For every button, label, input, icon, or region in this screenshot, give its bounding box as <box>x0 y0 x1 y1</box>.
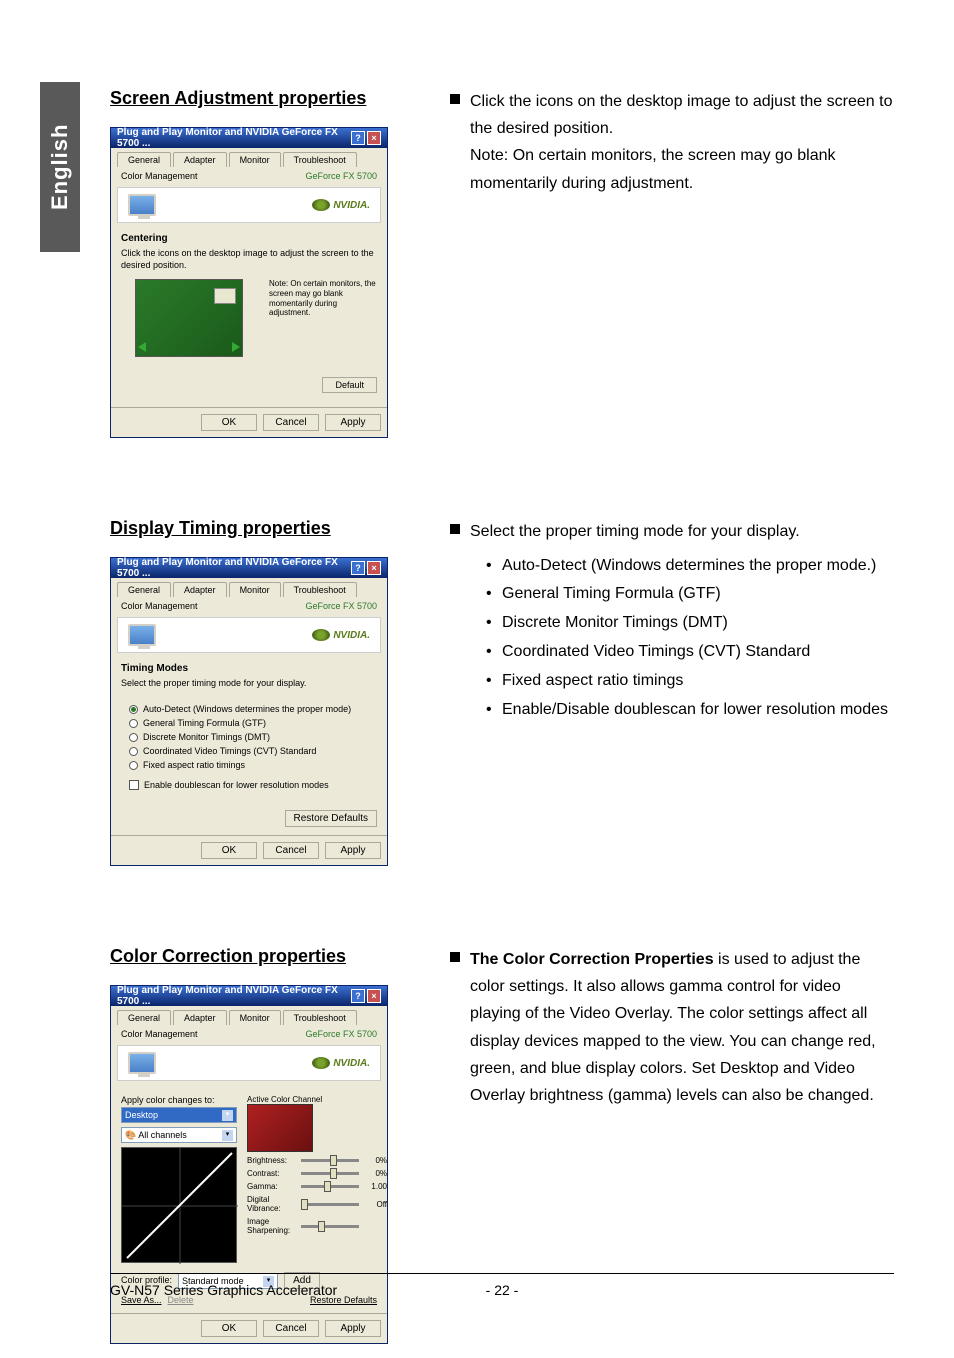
bullet-item: General Timing Formula (GTF) <box>486 580 888 609</box>
monitor-icon <box>128 1052 156 1074</box>
apply-button[interactable]: Apply <box>325 414 381 431</box>
nvidia-logo: NVIDIA. <box>312 199 370 211</box>
screen-adjust-description: Click the icons on the desktop image to … <box>470 88 894 197</box>
nvidia-logo: NVIDIA. <box>312 1057 370 1069</box>
bullet-item: Fixed aspect ratio timings <box>486 667 888 696</box>
footer-product: GV-N57 Series Graphics Accelerator <box>110 1282 472 1298</box>
bullet-item: Auto-Detect (Windows determines the prop… <box>486 552 888 581</box>
radio-gtf[interactable]: General Timing Formula (GTF) <box>129 716 369 730</box>
tab-troubleshoot[interactable]: Troubleshoot <box>283 152 357 167</box>
color-correction-title: Color Correction properties <box>110 946 420 967</box>
desktop-preview[interactable] <box>135 279 243 357</box>
digital-vibrance-slider[interactable]: Digital Vibrance: Off <box>247 1195 387 1213</box>
apply-changes-dropdown[interactable]: Desktop▾ <box>121 1107 237 1123</box>
language-tab: English <box>40 82 80 252</box>
sub-color-mgmt: Color Management <box>121 1029 198 1039</box>
close-icon[interactable]: × <box>367 131 381 145</box>
display-timing-dialog: Plug and Play Monitor and NVIDIA GeForce… <box>110 557 388 866</box>
color-correction-description: The Color Correction Properties is used … <box>470 946 894 1109</box>
channel-dropdown[interactable]: 🎨 All channels▾ <box>121 1127 237 1143</box>
tab-general[interactable]: General <box>117 152 171 167</box>
timing-lead: Select the proper timing mode for your d… <box>470 518 888 545</box>
tab-troubleshoot[interactable]: Troubleshoot <box>283 582 357 597</box>
sub-color-mgmt: Color Management <box>121 171 198 181</box>
section-display-timing: Display Timing properties Plug and Play … <box>110 518 894 866</box>
section-screen-adjustment: Screen Adjustment properties Plug and Pl… <box>110 88 894 438</box>
checkbox-doublescan[interactable]: Enable doublescan for lower resolution m… <box>129 778 369 792</box>
gamma-curve <box>121 1147 237 1263</box>
vbar-right <box>251 279 257 357</box>
bullet-marker <box>450 94 460 104</box>
brightness-slider[interactable]: Brightness: 0% <box>247 1156 387 1165</box>
sub-geforce: GeForce FX 5700 <box>305 601 377 611</box>
close-icon[interactable]: × <box>367 989 381 1003</box>
gamma-slider[interactable]: Gamma: 1.00 <box>247 1182 387 1191</box>
timing-modes-label: Timing Modes <box>121 663 377 674</box>
tab-general[interactable]: General <box>117 582 171 597</box>
tab-adapter[interactable]: Adapter <box>173 152 227 167</box>
nvidia-logo: NVIDIA. <box>312 629 370 641</box>
apply-button[interactable]: Apply <box>325 842 381 859</box>
help-icon[interactable]: ? <box>351 131 365 145</box>
apply-changes-label: Apply color changes to: <box>121 1095 237 1105</box>
timing-radio-list: Auto-Detect (Windows determines the prop… <box>121 698 377 796</box>
timing-desc: Select the proper timing mode for your d… <box>121 678 377 690</box>
chevron-down-icon: ▾ <box>222 1110 233 1121</box>
color-lead-strong: The Color Correction Properties <box>470 951 714 968</box>
cancel-button[interactable]: Cancel <box>263 842 319 859</box>
channel-title: Active Color Channel <box>247 1095 387 1104</box>
dialog-titlebar-text: Plug and Play Monitor and NVIDIA GeForce… <box>117 127 351 149</box>
tab-troubleshoot[interactable]: Troubleshoot <box>283 1010 357 1025</box>
footer-page-number: - 22 - <box>472 1282 532 1298</box>
timing-bullets: Auto-Detect (Windows determines the prop… <box>486 552 888 725</box>
channel-preview <box>247 1104 313 1152</box>
ok-button[interactable]: OK <box>201 842 257 859</box>
tab-monitor[interactable]: Monitor <box>229 152 281 167</box>
bullet-item: Coordinated Video Timings (CVT) Standard <box>486 638 888 667</box>
monitor-icon <box>128 194 156 216</box>
tab-monitor[interactable]: Monitor <box>229 1010 281 1025</box>
chevron-down-icon: ▾ <box>222 1130 233 1141</box>
dialog-titlebar-text: Plug and Play Monitor and NVIDIA GeForce… <box>117 985 351 1007</box>
display-timing-title: Display Timing properties <box>110 518 420 539</box>
dialog-titlebar-text: Plug and Play Monitor and NVIDIA GeForce… <box>117 557 351 579</box>
vbar-left <box>121 279 127 357</box>
radio-dmt[interactable]: Discrete Monitor Timings (DMT) <box>129 730 369 744</box>
cancel-button[interactable]: Cancel <box>263 414 319 431</box>
tab-general[interactable]: General <box>117 1010 171 1025</box>
tab-monitor[interactable]: Monitor <box>229 582 281 597</box>
cancel-button[interactable]: Cancel <box>263 1320 319 1337</box>
bullet-marker <box>450 952 460 962</box>
monitor-icon <box>128 624 156 646</box>
screen-adjust-dialog: Plug and Play Monitor and NVIDIA GeForce… <box>110 127 388 438</box>
default-button[interactable]: Default <box>322 377 377 393</box>
contrast-slider[interactable]: Contrast: 0% <box>247 1169 387 1178</box>
tab-adapter[interactable]: Adapter <box>173 582 227 597</box>
image-sharpening-slider[interactable]: Image Sharpening: <box>247 1217 387 1235</box>
bullet-item: Discrete Monitor Timings (DMT) <box>486 609 888 638</box>
centering-label: Centering <box>121 233 377 244</box>
centering-desc: Click the icons on the desktop image to … <box>121 248 377 271</box>
apply-button[interactable]: Apply <box>325 1320 381 1337</box>
screen-adjust-title: Screen Adjustment properties <box>110 88 420 109</box>
page-content: Screen Adjustment properties Plug and Pl… <box>110 88 894 1298</box>
sub-geforce: GeForce FX 5700 <box>305 1029 377 1039</box>
sub-geforce: GeForce FX 5700 <box>305 171 377 181</box>
page-footer: GV-N57 Series Graphics Accelerator - 22 … <box>110 1273 894 1298</box>
radio-fixed-aspect[interactable]: Fixed aspect ratio timings <box>129 758 369 772</box>
tab-adapter[interactable]: Adapter <box>173 1010 227 1025</box>
close-icon[interactable]: × <box>367 561 381 575</box>
note-text: Note: On certain monitors, the screen ma… <box>265 279 377 357</box>
ok-button[interactable]: OK <box>201 1320 257 1337</box>
help-icon[interactable]: ? <box>351 989 365 1003</box>
help-icon[interactable]: ? <box>351 561 365 575</box>
bullet-marker <box>450 524 460 534</box>
ok-button[interactable]: OK <box>201 414 257 431</box>
restore-defaults-button[interactable]: Restore Defaults <box>285 810 377 827</box>
sub-color-mgmt: Color Management <box>121 601 198 611</box>
radio-auto-detect[interactable]: Auto-Detect (Windows determines the prop… <box>129 702 369 716</box>
bullet-item: Enable/Disable doublescan for lower reso… <box>486 696 888 725</box>
radio-cvt[interactable]: Coordinated Video Timings (CVT) Standard <box>129 744 369 758</box>
